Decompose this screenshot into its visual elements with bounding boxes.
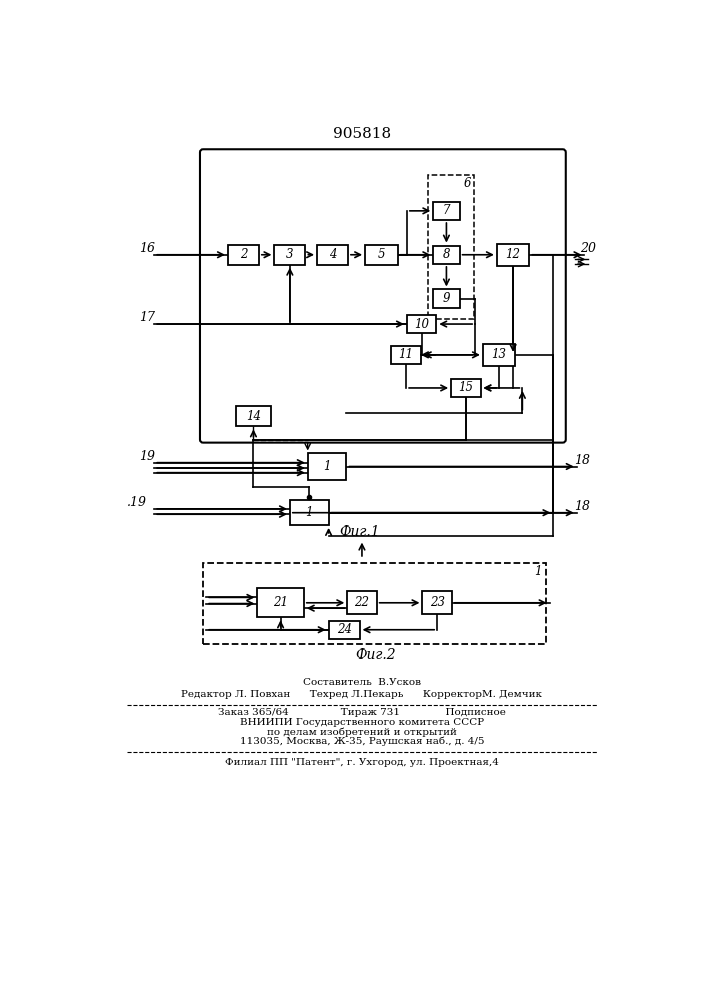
Text: .19: .19 [127,496,147,509]
Text: 2: 2 [240,248,247,261]
Bar [203,563,546,644]
Text: 6: 6 [464,177,471,190]
Text: 17: 17 [139,311,156,324]
Text: 18: 18 [574,500,590,513]
Text: 20: 20 [580,242,596,255]
Bar [290,500,329,525]
Text: 18: 18 [574,454,590,467]
Bar [228,245,259,265]
Bar [347,591,377,614]
Text: по делам изобретений и открытий: по делам изобретений и открытий [267,727,457,737]
Bar [329,620,360,639]
Text: 21: 21 [273,596,288,609]
Bar [433,202,460,220]
Bar [433,246,460,264]
Text: 12: 12 [506,248,520,261]
Text: 22: 22 [354,596,370,609]
Text: Составитель  В.Усков: Составитель В.Усков [303,678,421,687]
Text: 15: 15 [458,381,473,394]
Bar [407,315,436,333]
Text: Редактор Л. Повхан      Техред Л.Пекарь      КорректорМ. Демчик: Редактор Л. Повхан Техред Л.Пекарь Корре… [182,690,542,699]
FancyBboxPatch shape [200,149,566,443]
Bar [365,245,397,265]
Bar [308,453,346,480]
Text: 4: 4 [329,248,337,261]
Text: 5: 5 [378,248,385,261]
Text: Фиг.1: Фиг.1 [339,525,380,539]
Bar [433,289,460,308]
Text: 1: 1 [323,460,331,473]
Bar [257,588,304,617]
Text: 9: 9 [443,292,450,305]
Text: ВНИИПИ Государственного комитета СССР: ВНИИПИ Государственного комитета СССР [240,718,484,727]
Text: 13: 13 [491,348,507,361]
Bar [317,245,348,265]
Bar [451,379,481,397]
Bar [422,591,452,614]
Text: 905818: 905818 [333,127,391,141]
Text: 3: 3 [286,248,293,261]
Text: Заказ 365/64                Тираж 731              Подписное: Заказ 365/64 Тираж 731 Подписное [218,708,506,717]
Text: Филиал ПП "Патент", г. Ухгород, ул. Проектная,4: Филиал ПП "Патент", г. Ухгород, ул. Прое… [225,758,499,767]
Text: 19: 19 [139,450,156,463]
Text: 1: 1 [305,506,313,519]
Text: 7: 7 [443,204,450,217]
Text: 10: 10 [414,318,429,331]
Bar [483,344,515,366]
Bar [392,346,421,364]
Text: 1: 1 [534,565,542,578]
Text: 14: 14 [246,410,261,423]
Text: 23: 23 [430,596,445,609]
Text: 16: 16 [139,242,156,255]
Text: 8: 8 [443,248,450,261]
Bar [497,244,530,266]
Bar [274,245,305,265]
Bar [236,406,271,426]
Bar [428,175,474,319]
Text: 24: 24 [337,623,351,636]
Text: 11: 11 [399,348,414,361]
Text: 113035, Москва, Ж-35, Раушская наб., д. 4/5: 113035, Москва, Ж-35, Раушская наб., д. … [240,737,484,746]
Text: Фиг.2: Фиг.2 [355,648,395,662]
